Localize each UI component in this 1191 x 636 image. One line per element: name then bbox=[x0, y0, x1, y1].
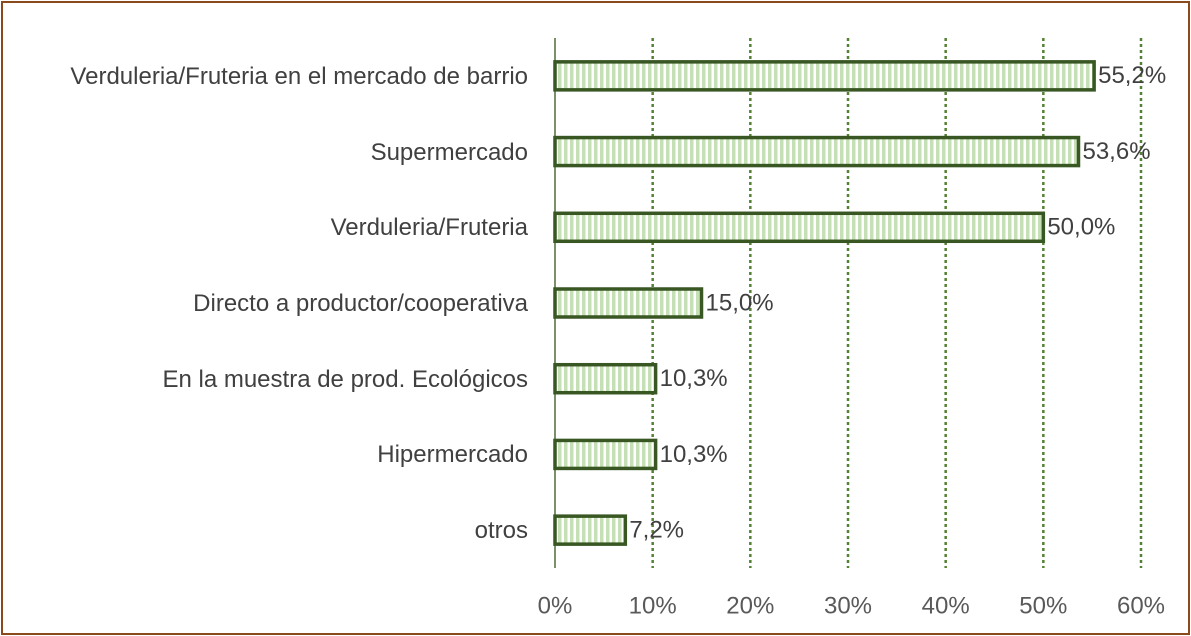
data-label: 50,0% bbox=[1047, 214, 1115, 241]
bar bbox=[553, 362, 658, 395]
y-tick-label: En la muestra de prod. Ecológicos bbox=[162, 365, 528, 393]
data-label: 15,0% bbox=[706, 289, 774, 316]
bar bbox=[553, 287, 704, 319]
bar bbox=[553, 60, 1096, 92]
y-tick-label: Verduleria/Fruteria bbox=[330, 214, 528, 242]
x-tick-label: 50% bbox=[1019, 592, 1067, 619]
data-label: 10,3% bbox=[660, 441, 728, 468]
bar bbox=[553, 211, 1046, 244]
bar bbox=[553, 514, 628, 546]
y-tick-label: Supermercado bbox=[370, 138, 528, 166]
y-tick-label: Directo a productor/cooperativa bbox=[193, 290, 528, 317]
bar bbox=[553, 135, 1081, 168]
y-tick-label: otros bbox=[474, 517, 528, 545]
x-tick-label: 10% bbox=[629, 592, 677, 619]
x-tick-label: 60% bbox=[1117, 592, 1165, 619]
bar bbox=[553, 438, 658, 471]
y-tick-label: Hipermercado bbox=[377, 441, 528, 469]
data-label: 53,6% bbox=[1082, 138, 1150, 165]
data-label: 10,3% bbox=[660, 365, 728, 392]
x-tick-label: 30% bbox=[824, 592, 872, 619]
y-tick-label: Verduleria/Fruteria en el mercado de bar… bbox=[70, 62, 528, 90]
data-label: 55,2% bbox=[1098, 62, 1166, 89]
x-tick-label: 20% bbox=[726, 592, 774, 619]
data-label: 7,2% bbox=[629, 516, 684, 543]
x-tick-label: 40% bbox=[922, 592, 970, 619]
x-tick-label: 0% bbox=[538, 592, 573, 619]
